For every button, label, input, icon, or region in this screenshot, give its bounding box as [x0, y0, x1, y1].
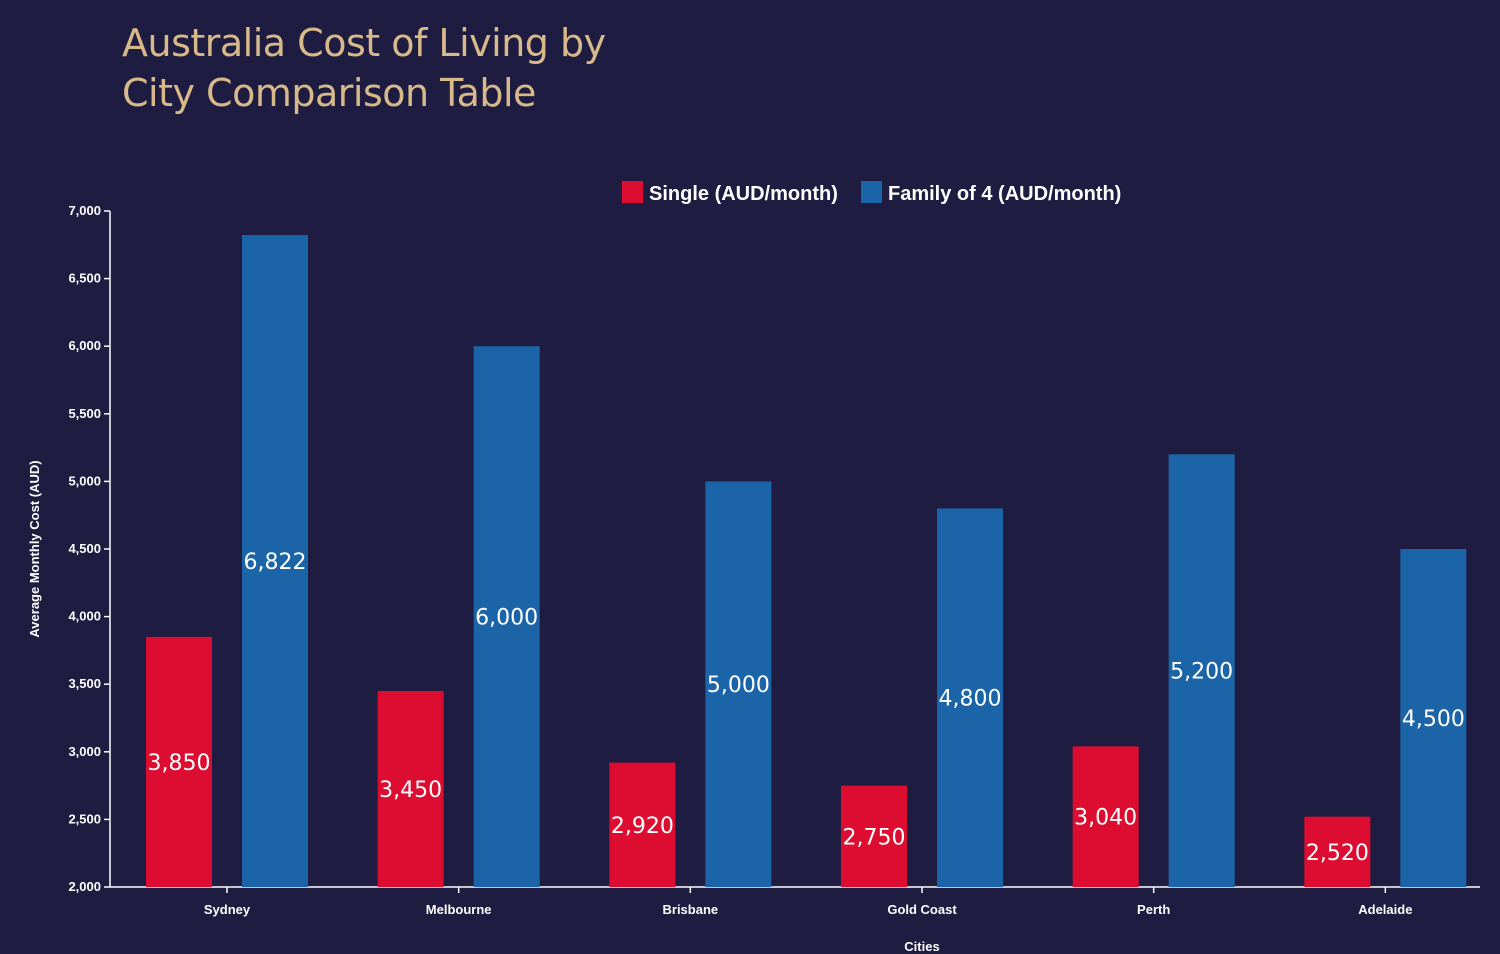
y-tick-label: 6,500 — [68, 271, 101, 286]
y-tick-label: 5,000 — [68, 473, 101, 488]
single-value-label: 3,040 — [1074, 806, 1137, 831]
y-axis-title: Average Monthly Cost (AUD) — [27, 460, 42, 637]
legend-item-family-swatch — [861, 181, 882, 203]
family-value-label: 6,822 — [244, 550, 307, 575]
legend-item-single-swatch — [622, 181, 643, 203]
x-tick-label: Brisbane — [663, 902, 719, 917]
family-bar-brisbane — [705, 481, 772, 887]
single-bar-adelaide — [1304, 816, 1371, 887]
single-value-label: 2,920 — [611, 814, 674, 839]
y-tick-label: 4,000 — [68, 609, 101, 624]
y-tick-label: 3,500 — [68, 676, 101, 691]
single-bar-perth — [1072, 746, 1139, 887]
family-value-label: 6,000 — [475, 606, 538, 631]
family-bar-gold-coast — [937, 508, 1003, 887]
y-tick-label: 6,000 — [68, 338, 101, 353]
x-tick-label: Perth — [1137, 902, 1170, 917]
single-bar-sydney — [146, 636, 212, 887]
single-value-label: 2,750 — [843, 825, 906, 850]
y-tick-label: 7,000 — [68, 203, 101, 218]
x-axis: Sydney Melbourne Brisbane Gold Coast Perth Ad… — [110, 886, 1480, 917]
data-label-group: 3,850 6,822 3,450 6,000 2,920 5,000 2,750 4,800… — [148, 550, 1465, 866]
single-value-label: 3,850 — [148, 751, 211, 776]
y-tick-label: 2,500 — [68, 811, 101, 826]
y-tick-label: 3,000 — [68, 744, 101, 759]
single-bar-gold-coast — [841, 785, 907, 887]
y-tick-label: 4,500 — [68, 541, 101, 556]
x-tick-label: Gold Coast — [887, 902, 957, 917]
family-bar-melbourne — [473, 346, 540, 887]
chart-title-line-1: Australia Cost of Living by — [122, 21, 606, 65]
family-value-label: 5,200 — [1170, 660, 1233, 685]
family-bar-adelaide — [1400, 549, 1467, 887]
single-value-label: 2,520 — [1306, 841, 1369, 866]
y-axis: 2,000 2,500 3,000 3,500 4,000 4,500 5,000 5,500… — [68, 203, 111, 894]
family-bar-sydney — [242, 235, 308, 887]
single-bar-melbourne — [377, 690, 444, 887]
x-tick-label: Sydney — [204, 902, 251, 917]
chart-title-line-2: City Comparison Table — [122, 71, 536, 115]
legend-item-family-label: Family of 4 (AUD/month) — [888, 183, 1121, 205]
x-axis-title: Cities — [904, 939, 939, 954]
legend-item-single-label: Single (AUD/month) — [649, 183, 838, 205]
single-value-label: 3,450 — [379, 778, 442, 803]
y-tick-label: 2,000 — [68, 879, 101, 894]
family-value-label: 5,000 — [707, 673, 770, 698]
family-bar-perth — [1168, 454, 1235, 887]
x-tick-label: Melbourne — [426, 902, 492, 917]
family-value-label: 4,500 — [1402, 707, 1465, 732]
x-tick-label: Adelaide — [1358, 902, 1412, 917]
chart-legend: Single (AUD/month) Family of 4 (AUD/month… — [622, 181, 1121, 205]
bar-group — [146, 235, 1467, 887]
single-bar-brisbane — [609, 762, 676, 887]
y-tick-label: 5,500 — [68, 406, 101, 421]
chart-title: Australia Cost of Living by City Compari… — [122, 18, 822, 118]
family-value-label: 4,800 — [939, 687, 1002, 712]
